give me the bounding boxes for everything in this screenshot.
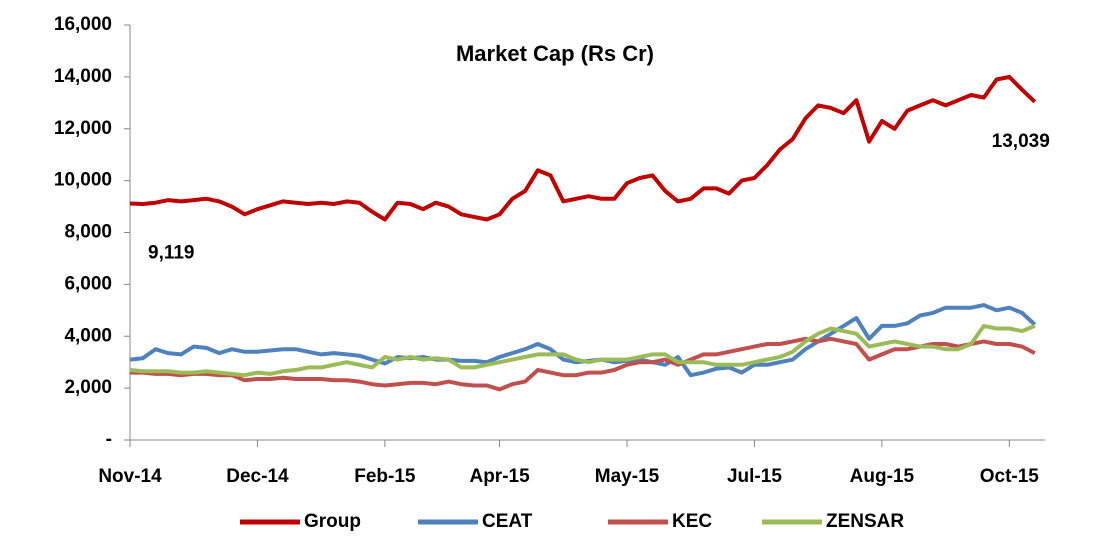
series-line xyxy=(130,336,1036,392)
legend-label: CEAT xyxy=(482,511,533,532)
legend-label: KEC xyxy=(672,511,712,532)
series-line xyxy=(129,74,1037,222)
x-tick-label: Aug-15 xyxy=(850,466,915,487)
x-tick-label: Nov-14 xyxy=(98,466,162,487)
y-tick-label: - xyxy=(106,429,112,450)
y-tick-label: 16,000 xyxy=(54,14,112,35)
y-tick-label: 6,000 xyxy=(64,273,112,294)
y-tick-label: 12,000 xyxy=(54,118,112,139)
annotation: 9,119 xyxy=(148,242,195,263)
x-tick-label: Jul-15 xyxy=(727,466,782,487)
x-tick-label: Feb-15 xyxy=(354,466,416,487)
x-tick-label: May-15 xyxy=(595,466,660,487)
annotation: 13,039 xyxy=(992,131,1050,152)
y-tick-label: 14,000 xyxy=(54,66,112,87)
series-line xyxy=(129,303,1037,378)
chart-title: Market Cap (Rs Cr) xyxy=(456,41,654,66)
x-tick-label: Apr-15 xyxy=(469,466,530,487)
y-tick-label: 10,000 xyxy=(54,170,112,191)
legend-label: ZENSAR xyxy=(826,511,904,532)
legend-label: Group xyxy=(304,511,361,532)
x-tick-label: Dec-14 xyxy=(226,466,289,487)
y-tick-label: 2,000 xyxy=(64,377,112,398)
y-tick-label: 8,000 xyxy=(64,222,112,243)
x-tick-label: Oct-15 xyxy=(980,466,1040,487)
series-line xyxy=(129,323,1036,378)
y-tick-label: 4,000 xyxy=(64,325,112,346)
